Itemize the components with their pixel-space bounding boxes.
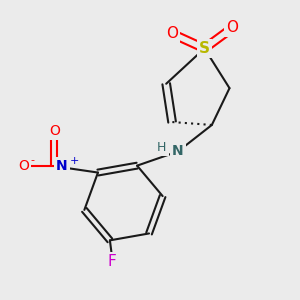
Text: O: O	[49, 124, 60, 138]
Text: S: S	[199, 41, 210, 56]
Text: +: +	[69, 156, 79, 166]
Text: O: O	[166, 26, 178, 41]
Text: N: N	[172, 145, 184, 158]
Text: O: O	[18, 159, 29, 173]
Text: F: F	[107, 254, 116, 269]
Text: H: H	[157, 141, 167, 154]
Text: N: N	[56, 159, 68, 173]
Text: -: -	[30, 155, 34, 165]
Text: O: O	[226, 20, 238, 35]
